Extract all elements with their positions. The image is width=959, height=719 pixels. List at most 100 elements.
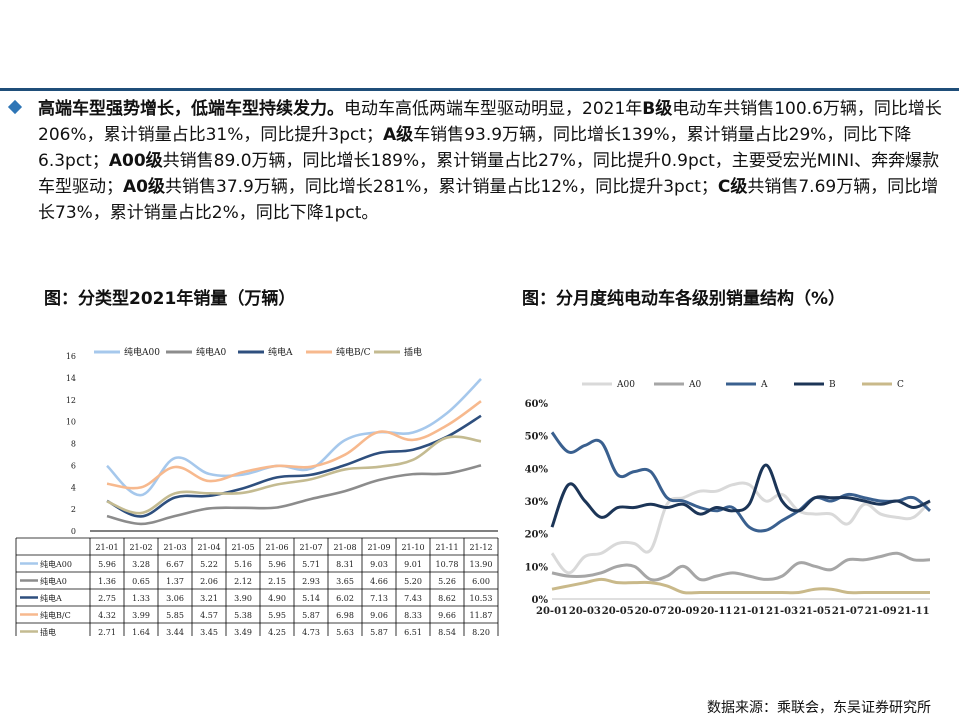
data-label: 2.71 (98, 628, 116, 636)
x-tick-label: 21-11 (435, 543, 458, 552)
data-label: 6.00 (472, 577, 490, 586)
y-tick-label: 4 (71, 483, 76, 492)
y-tick-label: 50% (525, 432, 549, 443)
series-line-4 (106, 435, 482, 515)
summary-part: 车销售93.9万辆，同比增长139%，累计销量占比29%，同比下降6.3pct； (38, 125, 912, 171)
diamond-bullet-icon (7, 99, 23, 115)
summary-part: A0级 (123, 177, 165, 197)
summary-part: A00级 (108, 151, 163, 171)
data-label: 9.03 (370, 560, 388, 569)
y-tick-label: 14 (66, 374, 76, 383)
x-tick-label: 21-08 (333, 543, 356, 552)
data-label: 2.75 (98, 594, 116, 603)
legend-label: C (897, 380, 904, 390)
y-tick-label: 0% (532, 595, 549, 606)
data-label: 2.06 (200, 577, 218, 586)
data-label: 6.98 (336, 611, 354, 620)
data-label: 10.78 (436, 560, 459, 569)
x-tick-label: 20-09 (667, 606, 699, 617)
summary-part: C级 (717, 177, 748, 197)
data-label: 7.13 (370, 594, 388, 603)
summary-part: B级 (642, 99, 673, 119)
data-label: 10.53 (470, 594, 493, 603)
legend-label: A (760, 380, 768, 390)
x-tick-label: 21-12 (469, 543, 492, 552)
data-label: 5.95 (268, 611, 286, 620)
data-label: 1.37 (166, 577, 184, 586)
data-label: 3.28 (132, 560, 150, 569)
data-label: 9.66 (438, 611, 456, 620)
y-tick-label: 8 (71, 440, 76, 449)
summary-part: 电动车共销售100.6万辆，同比增长206%，累计销量占比31%，同比提升3pc… (38, 99, 942, 145)
summary-paragraph: 高端车型强势增长，低端车型持续发力。电动车高低两端车型驱动明显，2021年B级电… (38, 96, 943, 226)
x-tick-label: 20-01 (536, 606, 568, 617)
series-line-2 (106, 414, 482, 518)
data-label: 8.20 (472, 628, 490, 636)
x-tick-label: 21-03 (766, 606, 798, 617)
data-label: 9.06 (370, 611, 388, 620)
series-line-2 (550, 431, 931, 533)
header-rule (0, 88, 959, 91)
x-tick-label: 21-07 (299, 543, 322, 552)
legend-label: 插电 (404, 346, 422, 358)
data-label: 5.96 (98, 560, 116, 569)
data-label: 4.73 (302, 628, 320, 636)
y-tick-label: 20% (525, 530, 549, 541)
series-line-4 (551, 577, 930, 595)
summary-part: 共销售89.0万辆，同比增长189%，累计销量占比27%，同比提升0.9pct，… (38, 151, 940, 197)
series-line-1 (106, 464, 482, 526)
data-label: 3.65 (336, 577, 354, 586)
data-label: 0.65 (132, 577, 150, 586)
data-label: 3.99 (132, 611, 150, 620)
series-line-0 (106, 378, 482, 497)
data-label: 9.01 (404, 560, 422, 569)
data-label: 5.14 (302, 594, 320, 603)
x-tick-label: 21-05 (799, 606, 831, 617)
table-row-label: 纯电A00 (40, 559, 72, 569)
data-label: 5.63 (336, 628, 354, 636)
data-label: 2.93 (302, 577, 320, 586)
data-label: 2.12 (234, 577, 252, 586)
data-label: 5.38 (234, 611, 252, 620)
summary-body: 电动车高低两端车型驱动明显，2021年B级电动车共销售100.6万辆，同比增长2… (38, 99, 942, 223)
data-label: 4.57 (200, 611, 218, 620)
data-label: 6.02 (336, 594, 354, 603)
summary-part: A级 (383, 125, 414, 145)
data-label: 5.16 (234, 560, 252, 569)
data-label: 8.33 (404, 611, 422, 620)
legend-label: 纯电B/C (336, 346, 371, 358)
x-tick-label: 21-10 (401, 543, 424, 552)
data-label: 8.62 (438, 594, 456, 603)
data-label: 6.67 (166, 560, 184, 569)
y-tick-label: 40% (525, 464, 549, 475)
y-tick-label: 0 (71, 527, 76, 536)
x-tick-label: 21-04 (197, 543, 220, 552)
data-label: 5.26 (438, 577, 456, 586)
data-label: 3.06 (166, 594, 184, 603)
legend-label: 纯电A0 (196, 346, 226, 358)
data-label: 5.71 (302, 560, 320, 569)
data-label: 2.15 (268, 577, 286, 586)
chart2-title: 图：分月度纯电动车各级别销量结构（%） (522, 289, 846, 309)
data-label: 4.32 (98, 611, 116, 620)
data-label: 7.43 (404, 594, 422, 603)
x-tick-label: 21-01 (733, 606, 765, 617)
table-row-label: 纯电A (40, 593, 62, 603)
data-label: 5.87 (370, 628, 388, 636)
data-label: 1.33 (132, 594, 150, 603)
table-row-label: 插电 (40, 627, 56, 636)
x-tick-label: 20-05 (602, 606, 634, 617)
data-label: 5.20 (404, 577, 422, 586)
summary-part: 共销售7.69万辆，同比增长73%，累计销量占比2%，同比下降1pct。 (38, 177, 939, 223)
y-tick-label: 2 (71, 505, 76, 514)
summary-part: 电动车高低两端车型驱动明显，2021年 (344, 99, 643, 119)
chart1-title: 图：分类型2021年销量（万辆） (44, 289, 296, 309)
table-row-label: 纯电B/C (40, 610, 71, 620)
x-tick-label: 21-06 (265, 543, 288, 552)
x-tick-label: 21-07 (832, 606, 864, 617)
data-label: 8.31 (336, 560, 354, 569)
x-tick-label: 21-03 (163, 543, 186, 552)
data-label: 3.44 (166, 628, 184, 636)
data-label: 4.66 (370, 577, 388, 586)
x-tick-label: 20-03 (569, 606, 601, 617)
